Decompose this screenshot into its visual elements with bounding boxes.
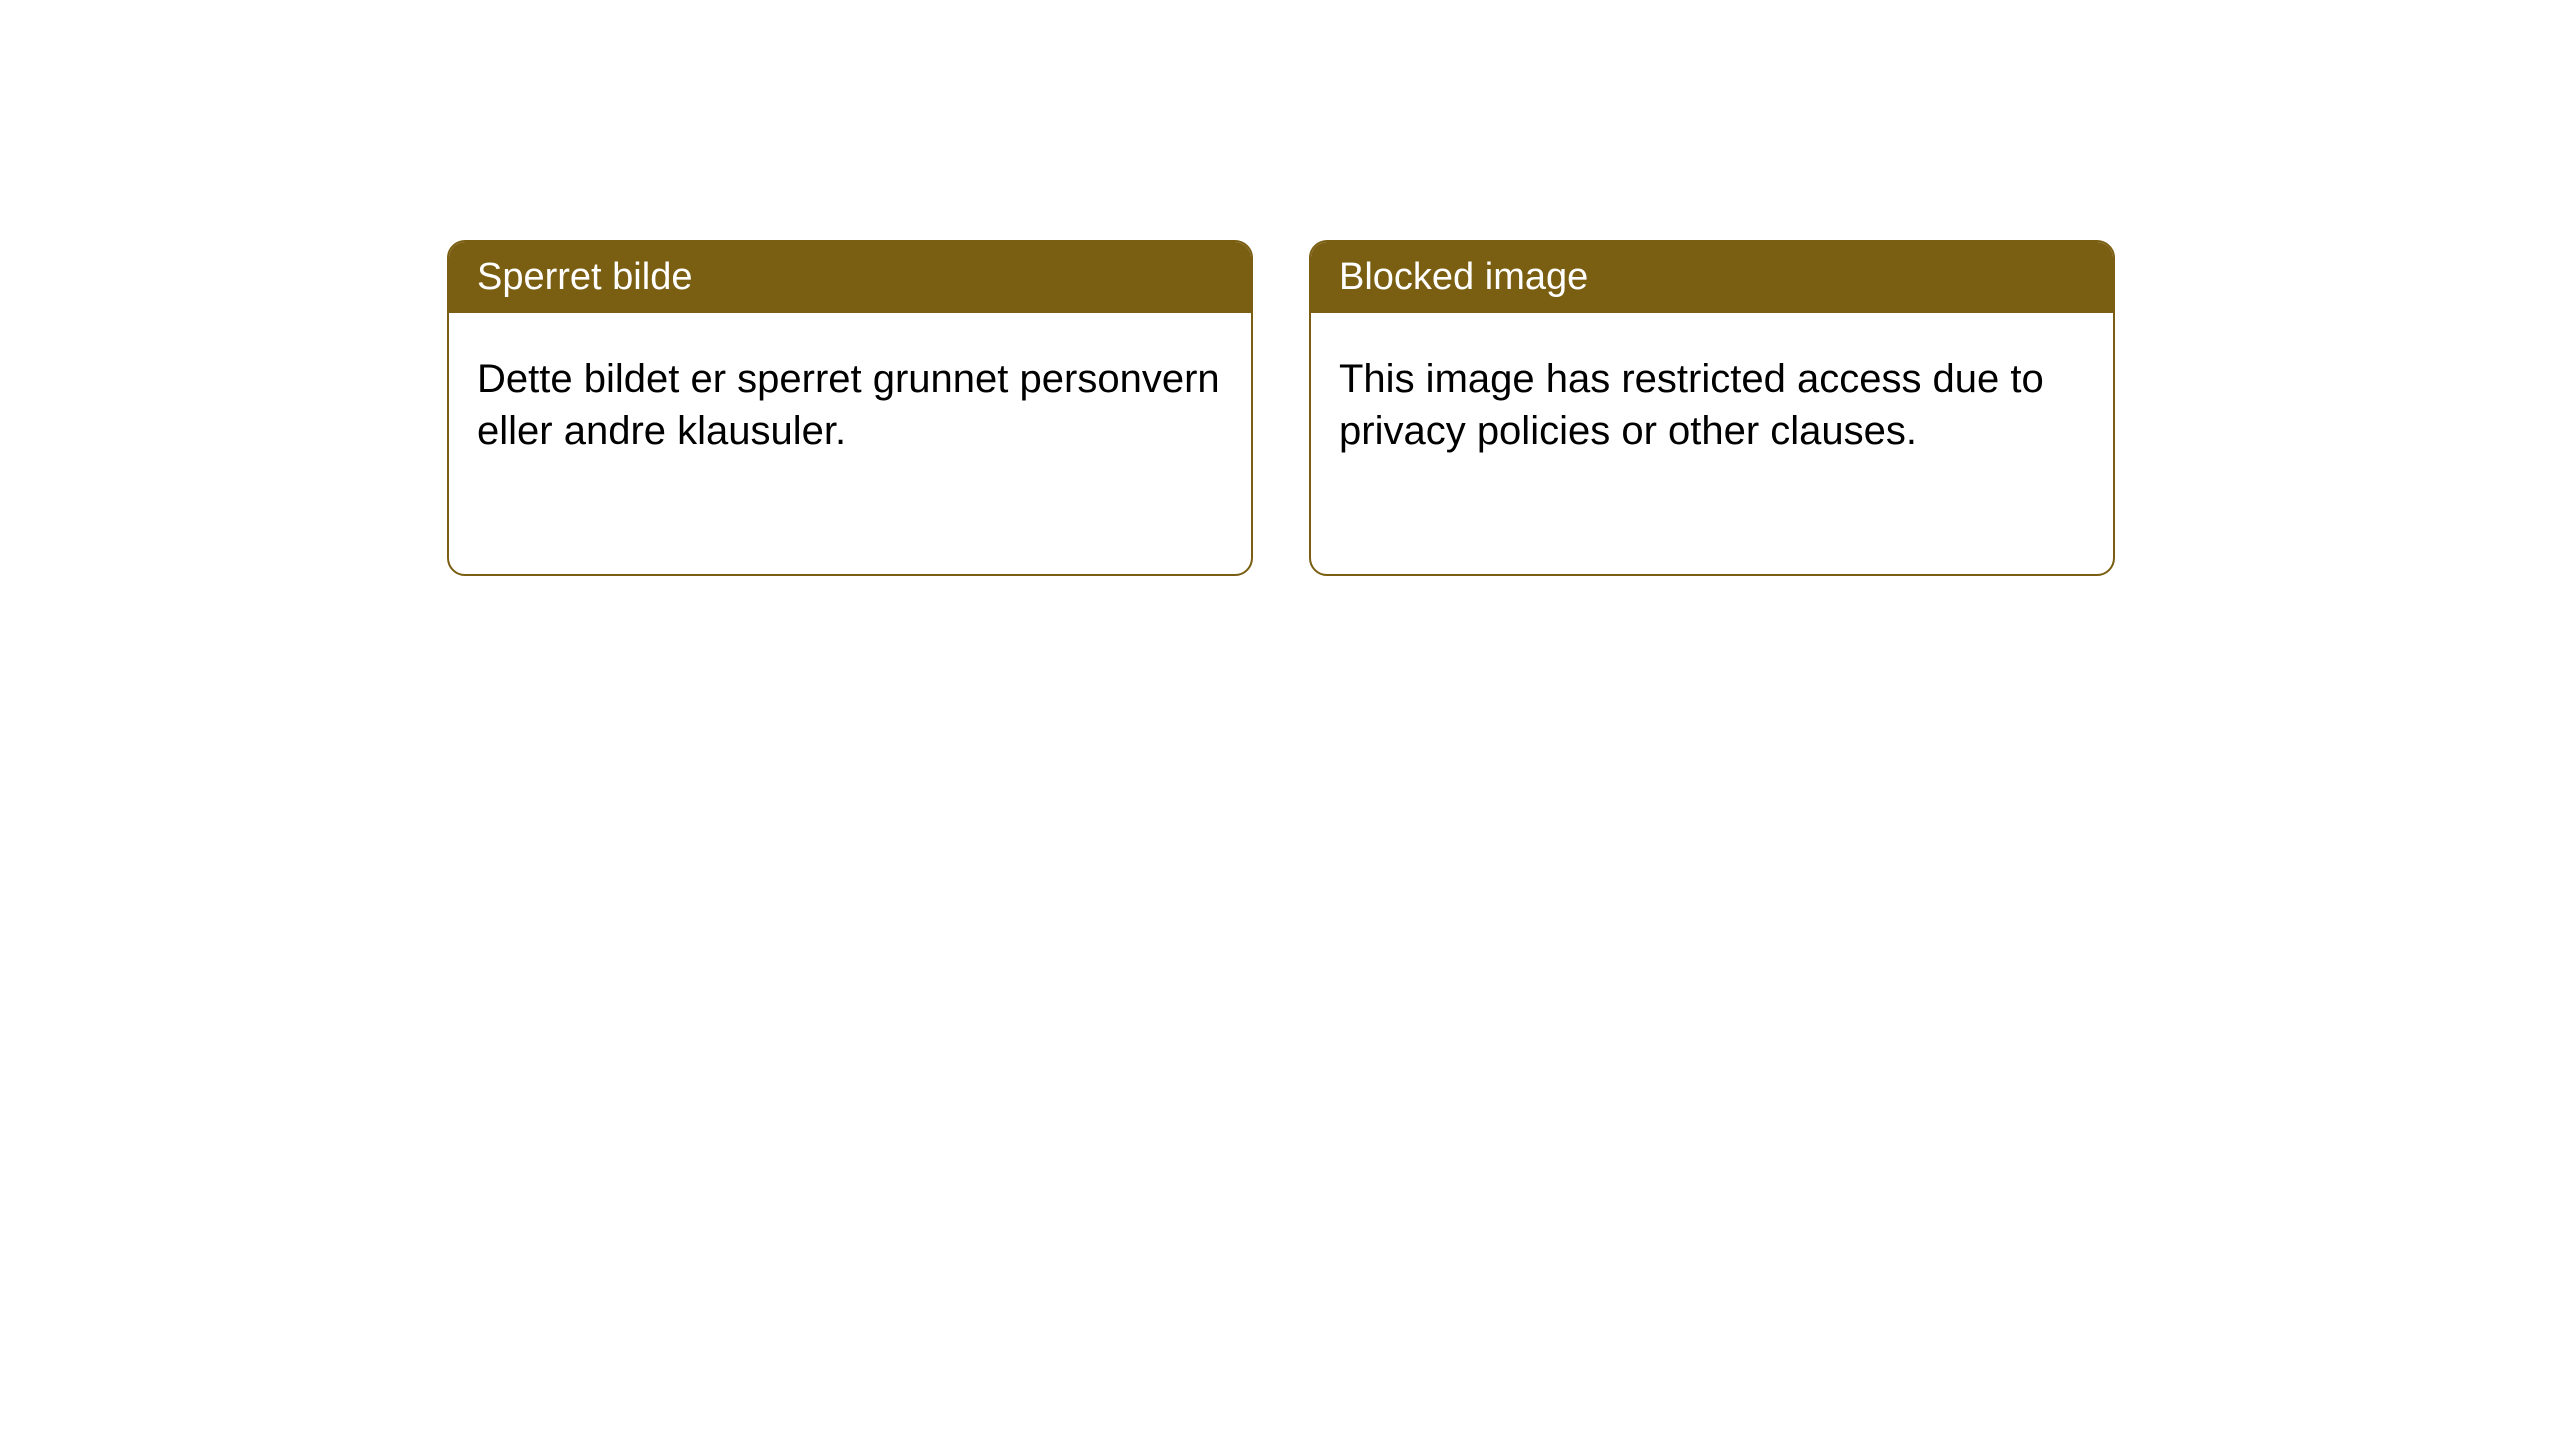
notice-card-body: Dette bildet er sperret grunnet personve… (449, 313, 1251, 497)
notice-card-norwegian: Sperret bilde Dette bildet er sperret gr… (447, 240, 1253, 576)
notice-card-body: This image has restricted access due to … (1311, 313, 2113, 497)
notice-cards-row: Sperret bilde Dette bildet er sperret gr… (447, 240, 2115, 576)
notice-card-header: Sperret bilde (449, 242, 1251, 313)
notice-card-header: Blocked image (1311, 242, 2113, 313)
notice-card-english: Blocked image This image has restricted … (1309, 240, 2115, 576)
